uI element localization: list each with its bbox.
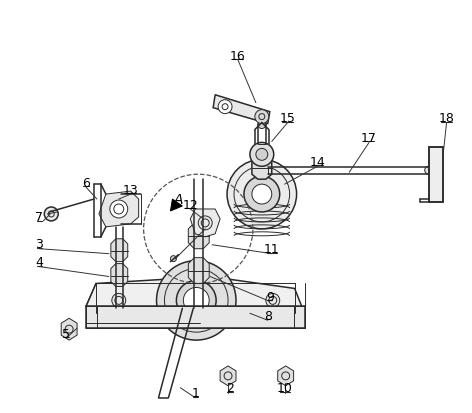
Text: 11: 11 <box>264 242 279 256</box>
Text: 2: 2 <box>226 381 234 394</box>
Polygon shape <box>252 157 272 180</box>
Circle shape <box>218 100 232 114</box>
Text: 10: 10 <box>277 381 293 394</box>
Polygon shape <box>86 306 304 328</box>
Circle shape <box>183 288 209 313</box>
Text: 6: 6 <box>82 176 90 189</box>
Circle shape <box>252 185 272 204</box>
Text: 18: 18 <box>438 112 455 125</box>
Circle shape <box>110 201 128 218</box>
Circle shape <box>177 281 216 320</box>
Circle shape <box>425 167 433 175</box>
Circle shape <box>170 256 177 262</box>
Text: 14: 14 <box>310 155 325 169</box>
Text: 17: 17 <box>361 132 377 145</box>
Text: 9: 9 <box>266 290 274 303</box>
Polygon shape <box>111 239 128 262</box>
Text: A: A <box>174 192 183 206</box>
Text: 5: 5 <box>62 327 70 340</box>
Text: 15: 15 <box>280 112 295 125</box>
Text: 7: 7 <box>35 211 43 224</box>
Circle shape <box>112 294 126 308</box>
Circle shape <box>244 177 280 212</box>
Text: 4: 4 <box>35 256 43 268</box>
Text: 12: 12 <box>183 198 198 211</box>
Text: 3: 3 <box>35 237 43 251</box>
Polygon shape <box>111 264 128 287</box>
Circle shape <box>266 294 280 308</box>
Polygon shape <box>220 366 236 386</box>
Polygon shape <box>99 192 139 227</box>
Text: 16: 16 <box>230 50 246 62</box>
Circle shape <box>255 110 269 124</box>
Circle shape <box>258 121 266 129</box>
Circle shape <box>256 149 268 161</box>
Bar <box>429 148 443 202</box>
Polygon shape <box>278 366 294 386</box>
Text: 13: 13 <box>123 183 139 196</box>
Polygon shape <box>213 95 270 124</box>
Polygon shape <box>188 223 209 249</box>
Polygon shape <box>190 209 220 237</box>
Polygon shape <box>170 199 182 211</box>
Polygon shape <box>61 318 77 340</box>
Circle shape <box>250 143 274 167</box>
Text: 1: 1 <box>191 386 199 399</box>
Circle shape <box>44 207 58 221</box>
Text: 8: 8 <box>264 309 272 322</box>
Polygon shape <box>188 258 209 284</box>
Circle shape <box>157 261 236 340</box>
Polygon shape <box>86 277 304 328</box>
Circle shape <box>227 160 296 229</box>
